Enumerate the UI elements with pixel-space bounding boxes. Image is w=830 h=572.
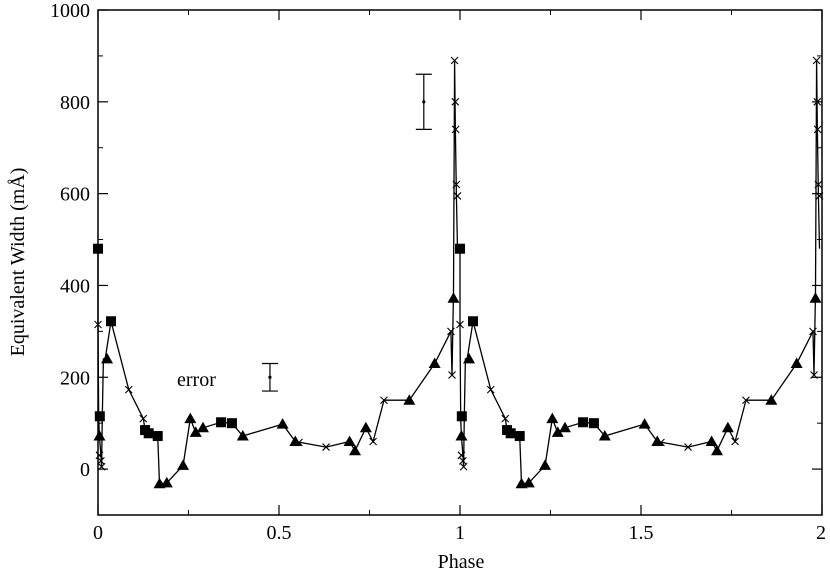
- triangle-marker: [598, 430, 611, 441]
- x-marker: [486, 385, 495, 394]
- x-marker: [124, 385, 133, 394]
- y-tick-label: 0: [80, 459, 90, 481]
- x-marker: [369, 437, 378, 446]
- triangle-marker: [522, 476, 535, 488]
- square-marker: [455, 243, 465, 254]
- triangle-marker: [160, 476, 173, 488]
- series-line: [459, 60, 821, 485]
- square-marker: [143, 428, 154, 439]
- sample-error-bar-dot: [422, 100, 426, 104]
- y-tick-label: 600: [60, 184, 90, 206]
- triangle-marker: [196, 421, 209, 433]
- triangle-marker: [177, 459, 190, 470]
- error-annotation: error: [177, 369, 216, 391]
- triangle-marker: [551, 426, 564, 437]
- square-marker: [93, 243, 103, 254]
- x-marker: [322, 443, 330, 451]
- y-tick-labels: 0 200 400 600 800 1000: [50, 0, 90, 481]
- square-marker: [94, 411, 105, 422]
- triangle-marker: [455, 430, 468, 441]
- triangle-marker: [403, 394, 416, 405]
- x-marker: [451, 97, 460, 106]
- x-marker: [812, 56, 821, 65]
- x-marker: [97, 462, 106, 471]
- x-marker: [501, 414, 510, 423]
- x-marker: [450, 56, 459, 65]
- square-marker: [216, 417, 227, 428]
- square-marker: [514, 431, 525, 442]
- x-tick-labels: 0 0.5 1 1.5 2: [93, 522, 826, 544]
- x-marker: [809, 327, 817, 336]
- square-marker: [588, 418, 599, 429]
- triangle-marker: [236, 430, 249, 441]
- x-axis-label: Phase: [438, 551, 485, 572]
- square-marker: [468, 316, 479, 327]
- x-marker: [742, 396, 750, 405]
- series-line: [97, 60, 459, 485]
- x-marker: [731, 437, 740, 446]
- x-marker: [380, 396, 388, 405]
- triangle-marker: [93, 430, 106, 441]
- y-axis-label: Equivalent Width (mÅ): [7, 168, 29, 357]
- triangle-marker: [463, 352, 476, 364]
- y-tick-label: 400: [60, 275, 90, 297]
- triangle-marker: [765, 394, 778, 405]
- axis-ticks: [97, 9, 823, 516]
- x-marker: [810, 371, 818, 379]
- triangle-marker: [101, 352, 114, 364]
- x-marker: [813, 97, 822, 106]
- x-marker: [139, 414, 148, 423]
- square-marker: [226, 418, 237, 429]
- x-marker: [448, 371, 456, 379]
- triangle-marker: [189, 426, 202, 437]
- x-tick-label: 1.5: [629, 522, 654, 544]
- x-marker: [814, 180, 823, 189]
- triangle-marker: [539, 459, 552, 470]
- x-marker: [451, 125, 460, 134]
- x-marker: [815, 192, 824, 200]
- triangle-marker: [184, 412, 197, 424]
- triangle-marker: [349, 444, 362, 456]
- x-tick-label: 0.5: [267, 522, 292, 544]
- triangle-marker: [428, 357, 441, 368]
- x-marker: [459, 462, 468, 471]
- triangle-marker: [359, 421, 372, 433]
- x-tick-label: 1: [455, 522, 465, 544]
- x-marker: [452, 180, 461, 189]
- triangle-marker: [809, 292, 822, 303]
- square-marker: [152, 431, 163, 442]
- series-markers: [93, 56, 824, 489]
- triangle-marker: [276, 418, 289, 429]
- y-tick-label: 1000: [50, 0, 90, 22]
- annotation-error-bar-dot: [268, 375, 272, 379]
- square-marker: [456, 411, 467, 422]
- triangle-marker: [546, 412, 559, 424]
- triangle-marker: [289, 435, 302, 447]
- triangle-marker: [558, 421, 571, 433]
- triangle-marker: [651, 435, 664, 447]
- y-tick-label: 800: [60, 92, 90, 114]
- x-marker: [684, 443, 692, 451]
- triangle-marker: [638, 418, 651, 429]
- x-marker: [453, 192, 462, 200]
- triangle-marker: [721, 421, 734, 433]
- x-marker: [94, 320, 102, 329]
- square-marker: [505, 428, 516, 439]
- triangle-marker: [705, 435, 718, 447]
- triangle-marker: [790, 357, 803, 368]
- error-bars: [261, 73, 432, 392]
- triangle-marker: [711, 444, 724, 456]
- square-marker: [578, 417, 589, 428]
- y-tick-label: 200: [60, 367, 90, 389]
- triangle-marker: [447, 292, 460, 303]
- square-marker: [106, 316, 117, 327]
- triangle-marker: [343, 435, 356, 447]
- x-marker: [456, 320, 464, 329]
- x-marker: [813, 125, 822, 134]
- x-tick-label: 0: [93, 522, 103, 544]
- x-marker: [447, 327, 455, 336]
- x-tick-label: 2: [816, 522, 826, 544]
